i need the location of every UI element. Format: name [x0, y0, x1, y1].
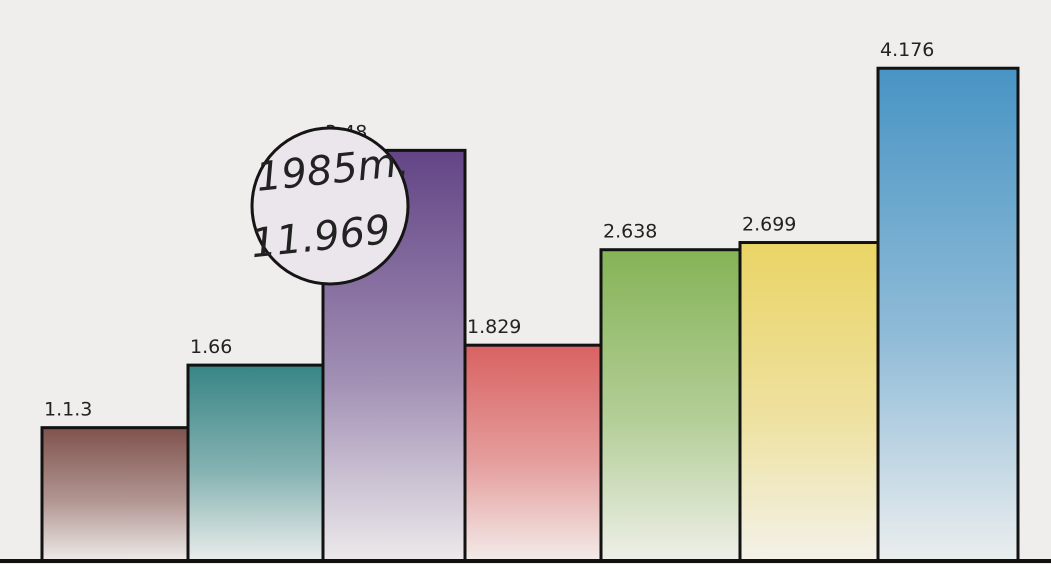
value-label-4: 1.829: [467, 316, 521, 338]
value-label-2: 1.66: [190, 336, 232, 358]
value-label-5: 2.638: [603, 221, 657, 243]
bar-2: [186, 363, 325, 563]
bar-6: [738, 241, 880, 563]
value-label-7: 4.176: [880, 39, 934, 61]
year-total-badge: 1985m. 11.969: [249, 126, 411, 286]
value-label-1: 1.1.3: [44, 399, 92, 421]
bars-layer: [40, 66, 1020, 563]
bar-7: [876, 66, 1020, 563]
bar-1: [40, 426, 190, 563]
value-label-6: 2.699: [742, 214, 796, 236]
bar-5: [599, 248, 742, 563]
badge-circle: [250, 126, 410, 286]
bar-4: [463, 343, 603, 563]
